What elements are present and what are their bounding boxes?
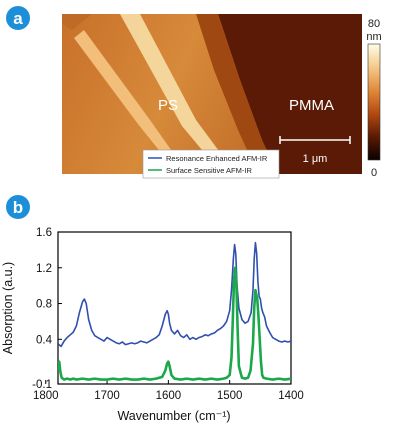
colorbar-unit-label: nm: [366, 31, 381, 43]
y-tick-label: 1.6: [36, 227, 52, 239]
x-tick-label: 1400: [278, 390, 304, 402]
x-axis-ticks: 1800 1700 1600 1500 1400: [33, 380, 304, 402]
y-axis-label: Absorption (a.u.): [1, 262, 15, 354]
y-axis-ticks: -0.1 0.4 0.8 1.2 1.6: [32, 227, 62, 391]
colorbar-min-label: 0: [371, 167, 377, 179]
pmma-region: [218, 14, 362, 174]
interface-band: [196, 14, 278, 174]
x-tick-label: 1500: [217, 390, 243, 402]
y-tick-label: 1.2: [36, 263, 52, 275]
afm-image: [62, 14, 362, 174]
colorbar-max-label: 80: [368, 18, 380, 30]
bright-ridge-1: [120, 14, 236, 174]
panel-a-badge: a: [6, 6, 30, 30]
colorbar-gradient: [367, 43, 381, 161]
legend-box: [142, 149, 280, 179]
scale-bar: 1 μm: [279, 136, 351, 165]
legend-label-surface: Surface Sensitive AFM-IR: [166, 166, 252, 175]
legend: Resonance Enhanced AFM-IR Surface Sensit…: [142, 149, 280, 179]
spectrum-plot: -0.1 0.4 0.8 1.2 1.6 1800 1700 1600 1500 1400 Ab…: [1, 227, 304, 423]
y-tick-label: -0.1: [32, 379, 52, 391]
panel-b-badge: b: [6, 195, 30, 219]
legend-label-resonance: Resonance Enhanced AFM-IR: [166, 154, 268, 163]
series-layer: [58, 241, 291, 381]
y-tick-label: 0.8: [36, 299, 52, 311]
x-axis-label: Wavenumber (cm⁻¹): [117, 409, 230, 423]
series-line-surface: [58, 266, 291, 381]
series-line-resonance: [58, 241, 291, 348]
label-ps: PS: [158, 97, 178, 114]
x-tick-label: 1700: [94, 390, 120, 402]
x-tick-label: 1600: [156, 390, 182, 402]
y-tick-label: 0.4: [36, 334, 53, 346]
corner-shade: [62, 14, 92, 30]
x-tick-label: 1800: [33, 390, 59, 402]
scale-bar-label: 1 μm: [303, 153, 328, 165]
bright-ridge-2: [74, 30, 188, 174]
label-pmma: PMMA: [289, 97, 334, 114]
colorbar: 80 nm 0: [366, 18, 381, 179]
